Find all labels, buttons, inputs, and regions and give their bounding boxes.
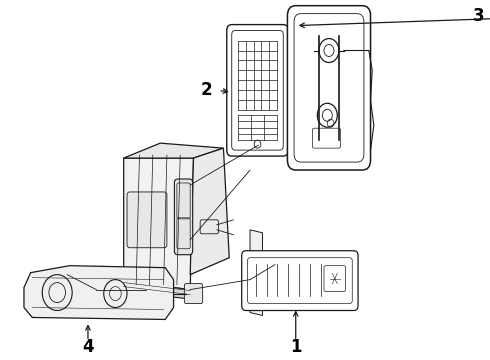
FancyBboxPatch shape [127,192,167,248]
FancyBboxPatch shape [227,24,288,156]
Text: 1: 1 [290,338,301,356]
Text: 3: 3 [473,6,485,24]
Polygon shape [24,266,173,319]
FancyBboxPatch shape [288,6,370,170]
Text: 2: 2 [200,81,212,99]
Polygon shape [123,143,223,158]
FancyBboxPatch shape [242,251,358,310]
FancyBboxPatch shape [174,179,193,255]
Text: 4: 4 [82,338,94,356]
FancyBboxPatch shape [184,284,203,303]
Polygon shape [190,148,229,275]
Polygon shape [123,158,194,289]
Polygon shape [123,282,195,300]
Polygon shape [250,230,263,315]
